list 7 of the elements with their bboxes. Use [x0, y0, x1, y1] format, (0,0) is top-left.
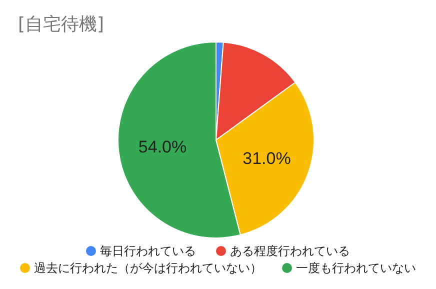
data-label: 31.0% — [242, 148, 291, 168]
legend-label: 一度も行われていない — [296, 261, 416, 275]
data-label: 54.0% — [138, 137, 187, 156]
chart-title: [自宅待機] — [18, 14, 104, 35]
legend-label: 毎日行われている — [100, 244, 196, 258]
legend-label: 過去に行われた（が今は行われていない） — [34, 261, 262, 275]
legend-label: ある程度行われている — [230, 244, 350, 258]
